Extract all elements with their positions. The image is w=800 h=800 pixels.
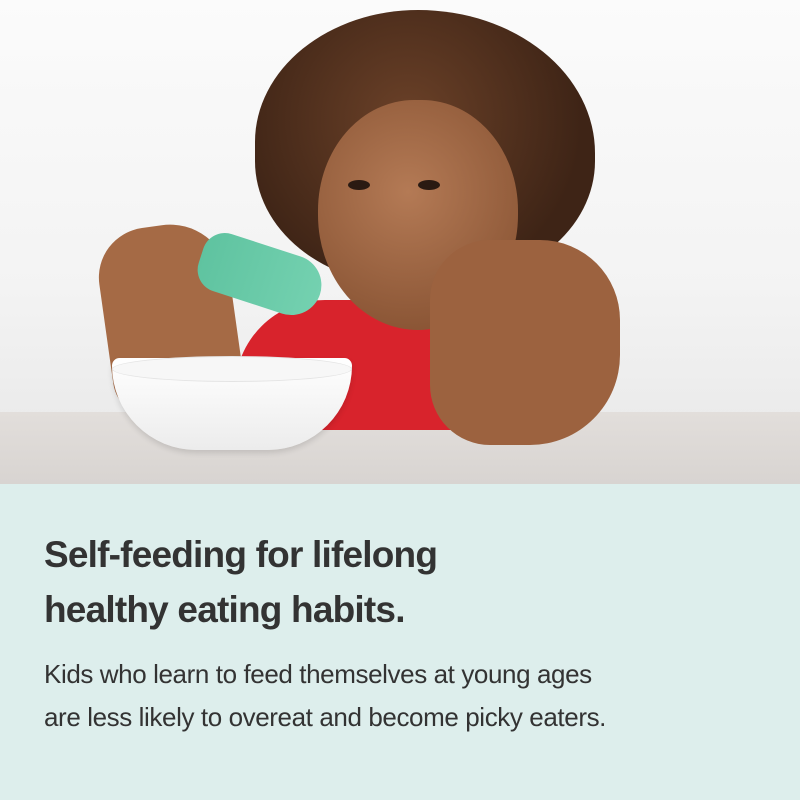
eye — [348, 180, 370, 190]
body-line-1: Kids who learn to feed themselves at you… — [44, 659, 592, 689]
headline: Self-feeding for lifelong healthy eating… — [44, 527, 438, 637]
eye — [418, 180, 440, 190]
body-line-2: are less likely to overeat and become pi… — [44, 702, 606, 732]
hero-photo — [0, 0, 800, 484]
headline-line-1: Self-feeding for lifelong — [44, 534, 438, 575]
text-panel — [0, 484, 800, 800]
body-text: Kids who learn to feed themselves at you… — [44, 653, 606, 739]
bowl-rim — [112, 356, 352, 382]
headline-line-2: healthy eating habits. — [44, 589, 406, 630]
child-right-arm — [430, 240, 620, 445]
